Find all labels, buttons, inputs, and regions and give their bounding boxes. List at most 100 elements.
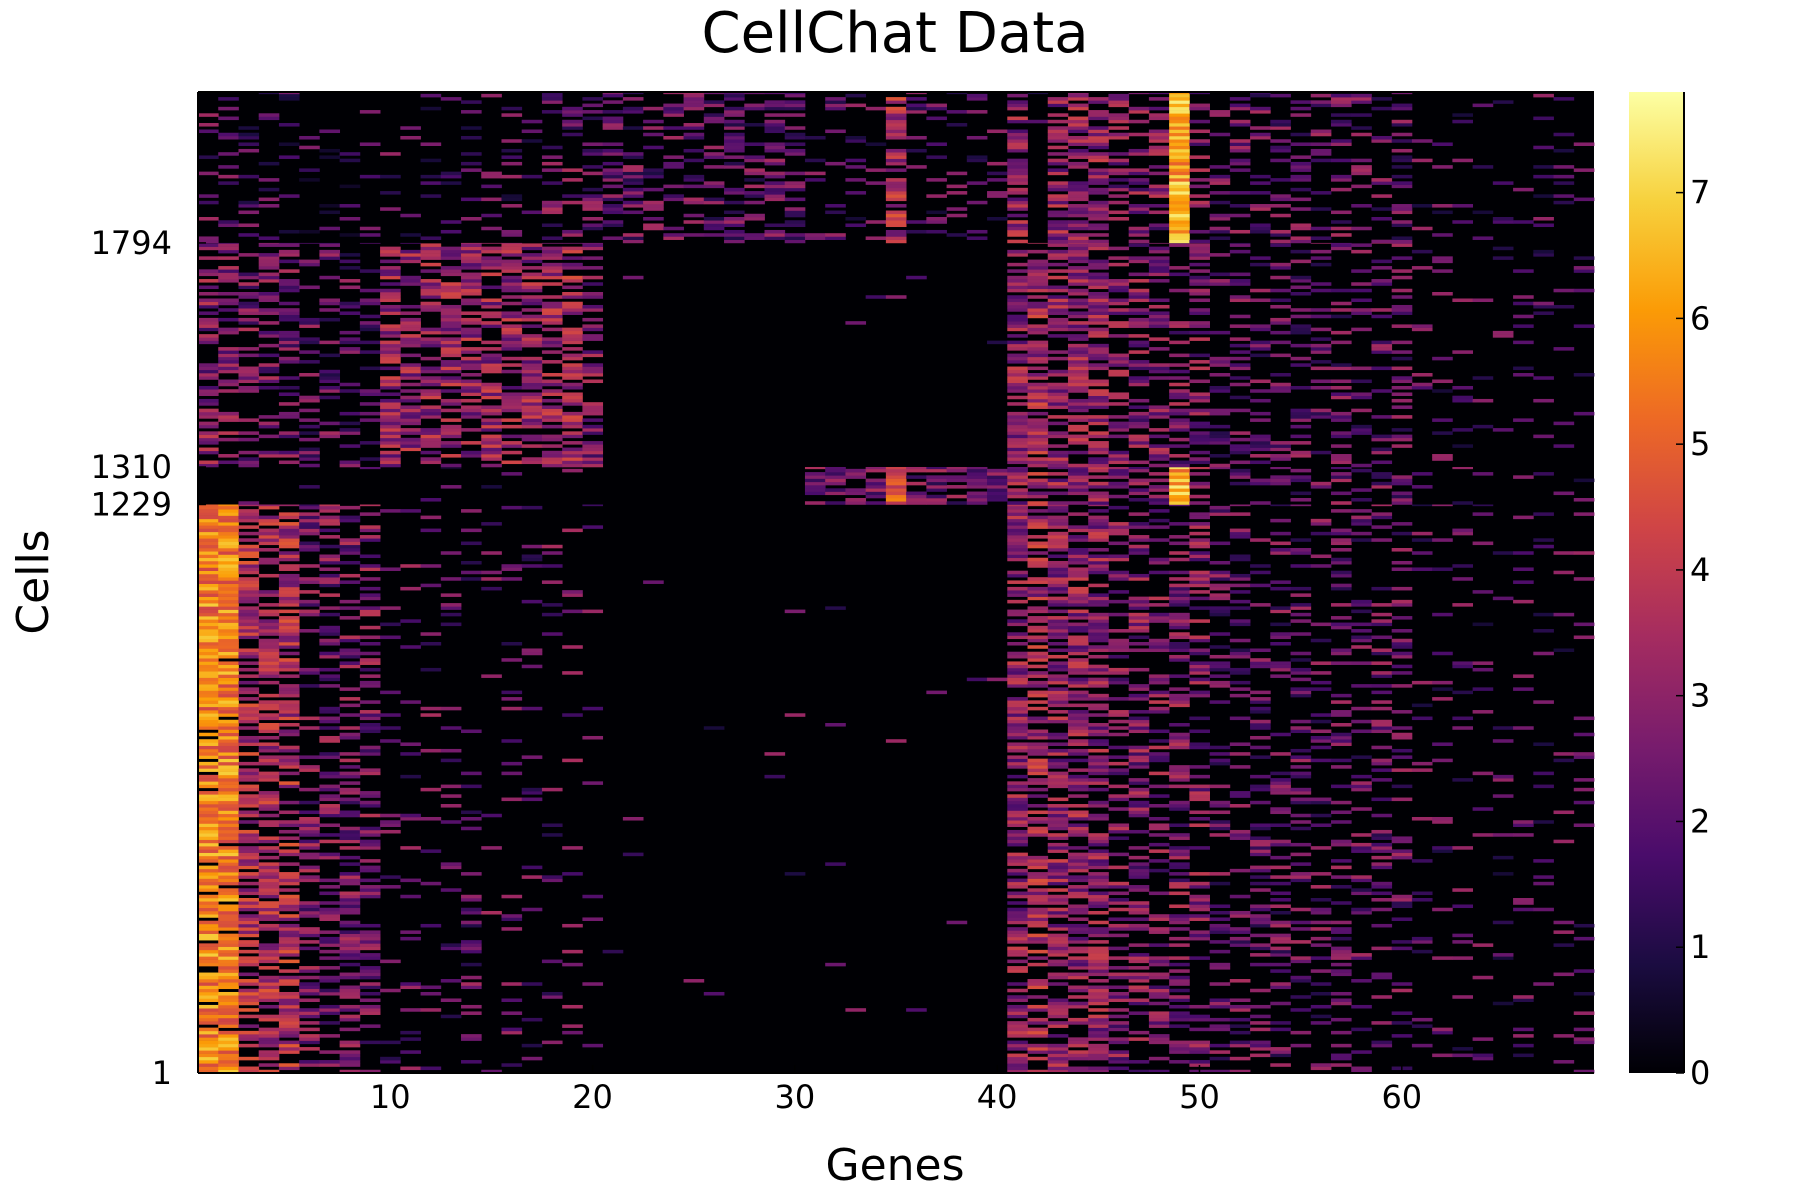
heatmap-cell [380, 343, 401, 348]
heatmap-cell [1128, 525, 1150, 529]
heatmap-cell [299, 930, 320, 934]
heatmap-cell [198, 998, 219, 1002]
heatmap-cell [1007, 710, 1028, 714]
heatmap-cell [218, 635, 239, 640]
heatmap-cell [218, 1014, 239, 1019]
heatmap-cell [1007, 719, 1028, 724]
heatmap-cell [319, 823, 341, 828]
heatmap-cell [1067, 710, 1089, 714]
heatmap-cell [461, 243, 482, 247]
heatmap-cell [359, 713, 381, 717]
heatmap-cell [1088, 1034, 1109, 1038]
heatmap-cell [1047, 820, 1069, 824]
heatmap-cell [1189, 494, 1210, 499]
heatmap-cell [1310, 522, 1332, 526]
heatmap-cell [885, 229, 907, 234]
heatmap-cell [440, 748, 462, 753]
heatmap-cell [1169, 885, 1190, 889]
heatmap-cell [1351, 878, 1372, 883]
heatmap-cell [299, 505, 320, 510]
heatmap-cell [1027, 382, 1049, 387]
heatmap-cell [1047, 405, 1069, 409]
heatmap-cell [541, 317, 563, 322]
heatmap-cell [1007, 424, 1028, 429]
heatmap-cell [744, 236, 765, 240]
heatmap-cell [1007, 868, 1028, 873]
heatmap-cell [1209, 1024, 1231, 1028]
heatmap-cell [258, 379, 280, 384]
heatmap-cell [1553, 920, 1575, 925]
heatmap-cell [1250, 888, 1271, 892]
heatmap-cell [1169, 855, 1190, 860]
heatmap-cell [420, 787, 442, 792]
heatmap-cell [339, 846, 361, 850]
heatmap-cell [1189, 434, 1210, 439]
heatmap-cell [582, 463, 604, 468]
heatmap-cell [1007, 454, 1028, 458]
heatmap-cell [198, 761, 219, 766]
heatmap-cell [1310, 969, 1332, 973]
heatmap-cell [380, 823, 401, 828]
heatmap-cell [1189, 279, 1210, 283]
heatmap-cell [1007, 959, 1028, 964]
heatmap-cell [1088, 985, 1109, 990]
heatmap-cell [1371, 829, 1393, 834]
heatmap-cell [1047, 894, 1069, 899]
heatmap-cell [1027, 491, 1049, 496]
heatmap-cell [1108, 573, 1130, 578]
heatmap-cell [1391, 1011, 1413, 1015]
heatmap-cell [1310, 366, 1332, 371]
heatmap-cell [825, 606, 846, 610]
heatmap-cell [359, 710, 381, 714]
heatmap-cell [1371, 674, 1393, 678]
heatmap-cell [1128, 522, 1150, 526]
heatmap-cell [1007, 531, 1028, 536]
heatmap-cell [1067, 366, 1089, 371]
heatmap-cell [198, 641, 219, 646]
heatmap-cell [1290, 385, 1312, 390]
heatmap-cell [1330, 288, 1352, 293]
heatmap-cell [278, 771, 300, 776]
heatmap-cell [339, 541, 361, 546]
heatmap-cell [1472, 807, 1494, 811]
heatmap-cell [218, 609, 239, 614]
heatmap-cell [1432, 758, 1453, 763]
heatmap-cell [1047, 914, 1069, 918]
heatmap-cell [1067, 949, 1089, 954]
heatmap-cell [1250, 943, 1271, 947]
heatmap-cell [845, 468, 867, 473]
heatmap-cell [319, 755, 341, 759]
heatmap-cell [1007, 641, 1028, 646]
heatmap-cell [1027, 816, 1049, 821]
heatmap-cell [1027, 428, 1049, 432]
heatmap-cell [198, 684, 219, 688]
heatmap-cell [380, 269, 401, 273]
heatmap-cell [420, 343, 442, 348]
heatmap-cell [1047, 560, 1069, 565]
heatmap-cell [521, 340, 543, 345]
heatmap-cell [1573, 823, 1595, 828]
heatmap-cell [1067, 485, 1089, 489]
heatmap-cell [521, 314, 543, 319]
heatmap-cell [1007, 204, 1028, 208]
heatmap-cell [1533, 434, 1554, 439]
heatmap-cell [1047, 596, 1069, 601]
heatmap-cell [198, 778, 219, 782]
heatmap-cell [1330, 885, 1352, 889]
heatmap-cell [1310, 622, 1332, 627]
heatmap-cell [198, 774, 219, 779]
heatmap-cell [1513, 366, 1534, 371]
heatmap-cell [1533, 700, 1554, 704]
heatmap-cell [946, 233, 968, 237]
heatmap-cell [380, 350, 401, 354]
heatmap-cell [1169, 914, 1190, 918]
heatmap-cell [461, 1060, 482, 1064]
heatmap-cell [218, 917, 239, 921]
heatmap-cell [1229, 557, 1251, 562]
heatmap-cell [339, 703, 361, 708]
heatmap-cell [258, 450, 280, 455]
heatmap-cell [521, 424, 543, 429]
heatmap-cell [825, 233, 846, 237]
heatmap-cell [198, 907, 219, 912]
heatmap-cell [1047, 460, 1069, 465]
